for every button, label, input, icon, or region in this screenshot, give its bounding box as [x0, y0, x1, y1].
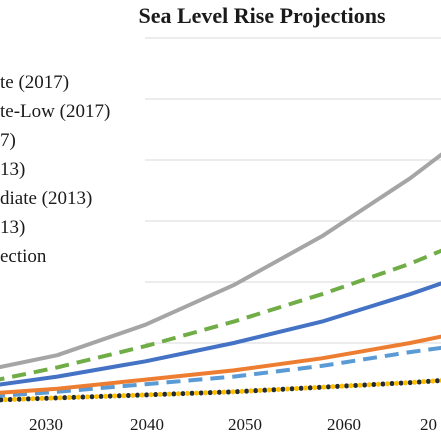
series-line: [0, 345, 441, 398]
x-tick-label: 2040: [130, 415, 164, 434]
legend-label: 13): [0, 159, 25, 180]
legend-label: 13): [0, 217, 25, 238]
x-axis: 2030 2040 2050 2060 20: [29, 415, 437, 434]
gridlines: [145, 37, 441, 344]
series-line: [0, 281, 441, 387]
legend-label: ection: [0, 246, 47, 267]
x-tick-label: 20: [420, 415, 437, 434]
series-line: [0, 248, 441, 382]
x-tick-label: 2050: [228, 415, 262, 434]
x-tick-label: 2030: [29, 415, 63, 434]
series-line: [0, 377, 441, 403]
x-tick-label: 2060: [327, 415, 361, 434]
series-line: [0, 152, 441, 370]
legend-label: te (2017): [0, 72, 69, 93]
legend-label: te-Low (2017): [0, 101, 110, 122]
series-line: [0, 377, 441, 403]
legend-label: 7): [0, 130, 16, 151]
series-line: [0, 334, 441, 395]
chart-title: Sea Level Rise Projections: [138, 3, 385, 28]
series-layer: [0, 152, 441, 403]
legend-label: diate (2013): [0, 188, 92, 209]
legend: te (2017) te-Low (2017) 7) 13) diate (2013) 1…: [0, 72, 110, 267]
